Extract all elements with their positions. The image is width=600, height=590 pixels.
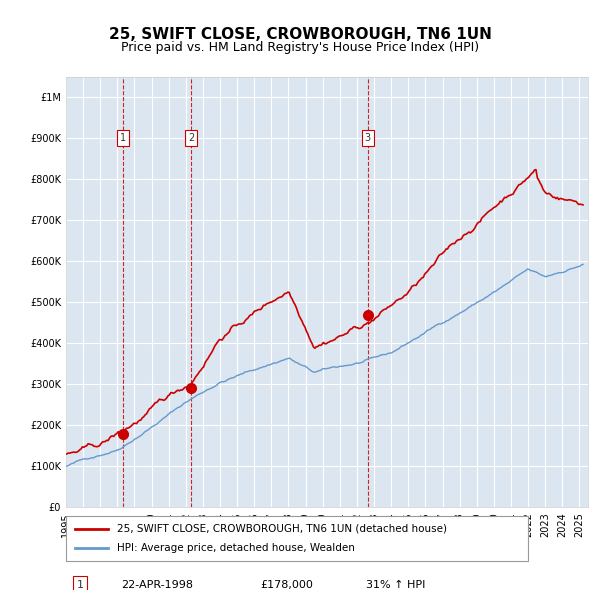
Text: Price paid vs. HM Land Registry's House Price Index (HPI): Price paid vs. HM Land Registry's House … xyxy=(121,41,479,54)
FancyBboxPatch shape xyxy=(66,516,528,560)
Text: HPI: Average price, detached house, Wealden: HPI: Average price, detached house, Weal… xyxy=(117,543,355,553)
Text: 2: 2 xyxy=(188,133,194,143)
Text: £178,000: £178,000 xyxy=(260,580,313,589)
Text: 1: 1 xyxy=(76,580,83,589)
Text: 22-APR-1998: 22-APR-1998 xyxy=(121,580,193,589)
Text: 3: 3 xyxy=(365,133,371,143)
Text: 25, SWIFT CLOSE, CROWBOROUGH, TN6 1UN: 25, SWIFT CLOSE, CROWBOROUGH, TN6 1UN xyxy=(109,27,491,41)
Text: 31% ↑ HPI: 31% ↑ HPI xyxy=(366,580,425,589)
Text: 1: 1 xyxy=(119,133,126,143)
Text: 25, SWIFT CLOSE, CROWBOROUGH, TN6 1UN (detached house): 25, SWIFT CLOSE, CROWBOROUGH, TN6 1UN (d… xyxy=(117,524,447,533)
